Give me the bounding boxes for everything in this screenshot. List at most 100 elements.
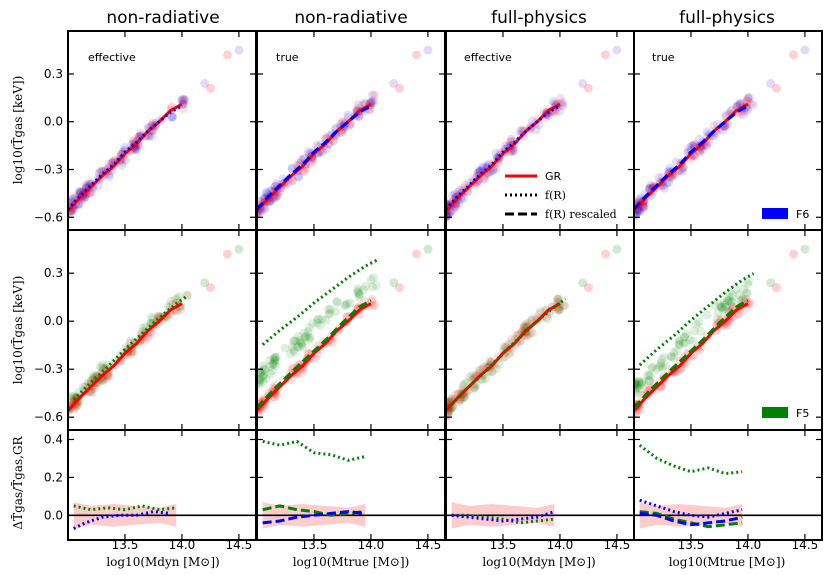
scatter-point-f5: [491, 364, 501, 374]
scatter-point-gr: [521, 320, 531, 330]
scatter-point-gr: [367, 294, 377, 304]
scatter-point-f5: [691, 319, 701, 329]
scatter-point-gr: [557, 99, 567, 109]
scatter-point-f5: [634, 383, 643, 393]
scatter-point-f5: [634, 383, 641, 393]
scatter-point-f6: [743, 93, 753, 103]
scatter-point-f5: [481, 374, 491, 384]
scatter-point-f5: [727, 297, 737, 307]
scatter-point-f5: [308, 318, 318, 328]
scatter-point-f6: [167, 112, 177, 122]
scatter-point-f5: [465, 372, 475, 382]
scatter-point-gr: [470, 373, 480, 383]
scatter-point-f5: [651, 365, 661, 375]
scatter-point-f5: [269, 358, 279, 368]
scatter-point-f5: [672, 346, 682, 356]
scatter-point-f5: [353, 284, 363, 294]
scatter-point-f5: [634, 376, 644, 386]
scatter-point-gr: [690, 151, 700, 161]
f5-dotted-line: [72, 294, 189, 401]
scatter-point-f5: [258, 377, 268, 387]
panel-r3-c2: 13.5 14.0 14.5: [256, 429, 446, 552]
f5-dashed-residual-line: [639, 510, 743, 529]
scatter-point-f6: [448, 191, 458, 201]
scatter-point-f5: [341, 301, 351, 311]
scatter-point-f5: [634, 378, 641, 388]
scatter-point-f5: [723, 296, 733, 306]
f5-dashed-line: [257, 299, 372, 409]
scatter-point-f5: [639, 377, 649, 387]
y-tick-label: 0.0: [44, 508, 63, 522]
scatter-point-f5: [258, 372, 268, 382]
scatter-point-f6: [659, 183, 669, 193]
f5-dotted-line: [261, 258, 378, 346]
y-tick-label: 0.4: [44, 432, 63, 446]
scatter-point-gr: [743, 93, 753, 103]
scatter-point-f6: [558, 101, 568, 111]
f5-dotted-line: [638, 272, 755, 367]
scatter-point-f5: [271, 352, 281, 362]
legend-fr-rescaled-label: f(R) rescaled: [545, 208, 617, 221]
scatter-outlier: [612, 244, 622, 254]
y-tick-label: −0.6: [34, 410, 63, 424]
scatter-point-f5: [713, 308, 723, 318]
panel-r1-c1: −0.6 −0.3 0.0 0.3: [34, 30, 257, 231]
scatter-point-f5: [257, 375, 264, 385]
x-tick-label: 14.0: [735, 538, 762, 552]
x-tick-label: 14.5: [226, 538, 253, 552]
ylabel-bottom: ΔT̄gas/T̄gas,GR: [10, 435, 25, 529]
scatter-outlier: [789, 249, 799, 259]
scatter-point-f6: [177, 95, 187, 105]
scatter-point-f5: [305, 333, 315, 343]
legend-f5-swatch: [762, 407, 788, 418]
scatter-point-f5: [679, 332, 689, 342]
scatter-outlier: [394, 283, 404, 293]
scatter-point-f5: [325, 304, 335, 314]
scatter-outlier: [766, 278, 776, 288]
scatter-point-f6: [367, 90, 377, 100]
scatter-point-f6: [738, 110, 748, 120]
scatter-point-f5: [681, 329, 691, 339]
scatter-point-f5: [265, 355, 275, 365]
scatter-point-f5: [359, 285, 369, 295]
scatter-point-f5: [658, 363, 668, 373]
scatter-point-f5: [368, 282, 378, 292]
panel-content: [446, 45, 622, 222]
scatter-point-f5: [674, 339, 684, 349]
scatter-point-f5: [68, 391, 78, 401]
scatter-point-f6: [121, 155, 131, 165]
scatter-point-f6: [634, 209, 640, 219]
scatter-point-f5: [734, 290, 744, 300]
column-title-3: full-physics: [491, 8, 587, 28]
scatter-point-f5: [97, 363, 107, 373]
scatter-point-f5: [138, 323, 148, 333]
x-tick-label: 13.5: [112, 538, 139, 552]
gr-median-line: [68, 302, 183, 412]
x-tick-label: 14.5: [604, 538, 631, 552]
legend-fr-label: f(R): [545, 189, 566, 202]
y-tick-label: −0.3: [34, 163, 63, 177]
scatter-point-f5: [644, 376, 654, 386]
scatter-outlier: [200, 278, 210, 288]
scatter-point-f6: [664, 178, 674, 188]
scatter-point-f5: [259, 365, 269, 375]
scatter-point-f5: [720, 300, 730, 310]
scatter-point-f5: [303, 331, 313, 341]
scatter-point-gr: [746, 98, 756, 108]
scatter-point-f5: [268, 359, 278, 369]
scatter-point-f5: [291, 336, 301, 346]
scatter-point-f5: [258, 371, 268, 381]
f6-median-line: [68, 104, 183, 211]
scatter-outlier: [205, 283, 215, 293]
scatter-point-gr: [744, 299, 754, 309]
scatter-point-f5: [289, 345, 299, 355]
scatter-point-f5: [368, 273, 378, 283]
scatter-point-f5: [317, 314, 327, 324]
scatter-point-f6: [480, 174, 490, 184]
scatter-point-f6: [690, 139, 700, 149]
scatter-point-f5: [634, 379, 641, 389]
scatter-point-f5: [83, 378, 93, 388]
scatter-point-f5: [371, 280, 381, 290]
scatter-outlier: [423, 45, 433, 55]
scatter-point-f5: [314, 314, 324, 324]
